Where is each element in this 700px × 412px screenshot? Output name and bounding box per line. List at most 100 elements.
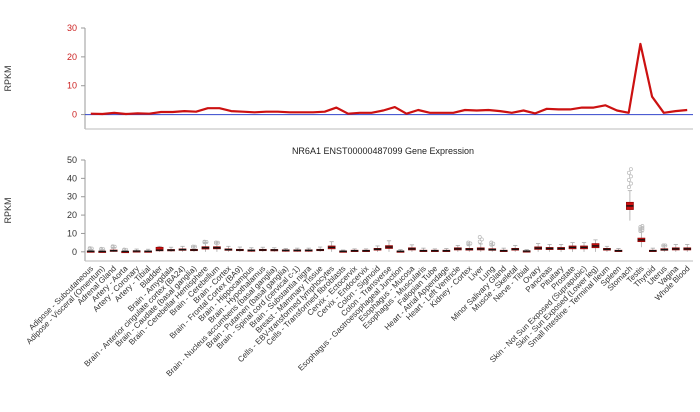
- box-plot-item: [511, 244, 520, 252]
- box-plot-item: [637, 224, 646, 248]
- box-plot-item: [144, 248, 152, 253]
- box-plot-item: [86, 246, 95, 253]
- box-outlier-point: [640, 228, 645, 232]
- box-plot-item: [132, 248, 141, 253]
- box-plot-item: [339, 249, 347, 253]
- box-outlier-point: [628, 174, 633, 179]
- box-plot-item: [603, 245, 611, 252]
- box-outlier-point: [204, 240, 209, 244]
- top-line-chart: RPKM 0 10 20 30: [3, 23, 693, 130]
- chart-title: NR6A1 ENST00000487099 Gene Expression: [292, 146, 474, 156]
- box-plot-item: [247, 247, 256, 252]
- box-outlier-point: [640, 226, 645, 231]
- bottom-y-tick-label: 40: [67, 173, 77, 183]
- box-plot-item: [350, 248, 359, 252]
- box-outlier-point: [638, 227, 643, 231]
- bottom-y-tick-label: 50: [67, 155, 77, 165]
- box-plot-item: [190, 244, 198, 252]
- box-plot-item: [362, 248, 370, 252]
- box-plot-item: [660, 243, 669, 252]
- box-plot-item: [683, 244, 692, 252]
- top-y-tick-label: 10: [67, 81, 77, 91]
- box-outlier-point: [466, 240, 471, 245]
- box-outlier-point: [626, 170, 631, 175]
- box-plot-item: [316, 246, 325, 252]
- box-outlier-point: [628, 167, 633, 172]
- box-plot-item: [534, 243, 542, 252]
- box-plot-item: [167, 246, 175, 252]
- box-outlier-point: [628, 181, 633, 186]
- box-plot-item: [327, 241, 336, 252]
- bottom-box-chart: NR6A1 ENST00000487099 Gene Expression RP…: [3, 146, 693, 378]
- box-plot-item: [557, 244, 565, 252]
- box-plot-item: [591, 239, 600, 252]
- box-outlier-point: [489, 240, 494, 245]
- box-plot-item: [304, 247, 313, 252]
- box-plot-item: [224, 245, 233, 252]
- box-plot-item: [178, 245, 187, 252]
- box-plot-item: [648, 247, 657, 252]
- box-outlier-point: [468, 241, 473, 246]
- box-outlier-point: [466, 242, 471, 247]
- box-plot-item: [671, 244, 680, 252]
- box-outlier-point: [638, 229, 643, 233]
- box-plot-item: [453, 244, 462, 252]
- box-outlier-point: [99, 246, 104, 251]
- top-y-ticks: 0 10 20 30: [67, 23, 85, 120]
- box-iqr: [155, 246, 164, 252]
- bottom-y-tick-label: 20: [67, 210, 77, 220]
- box-plot-item: [580, 242, 588, 252]
- box-plot-item: [201, 239, 210, 252]
- box-plot-item: [522, 249, 531, 253]
- box-outlier-point: [191, 244, 195, 249]
- box-outlier-point: [477, 235, 482, 240]
- box-plot-item: [109, 244, 118, 252]
- box-plot-item: [465, 240, 474, 252]
- box-outlier-point: [202, 239, 207, 244]
- box-plot-item: [545, 244, 554, 252]
- box-plot-item: [626, 167, 634, 221]
- box-plot-item: [419, 247, 428, 252]
- box-outlier-point: [89, 246, 94, 251]
- top-series-group: [90, 42, 688, 116]
- box-outlier-point: [661, 243, 666, 248]
- box-plot-item: [476, 235, 485, 252]
- box-plot-item: [373, 245, 382, 252]
- box-outlier-point: [638, 225, 643, 230]
- box-plot-item: [499, 247, 508, 252]
- box-plot-item: [258, 246, 267, 252]
- box-plot-item: [614, 248, 623, 252]
- top-y-tick-label: 30: [67, 23, 77, 33]
- box-outlier-point: [87, 246, 92, 251]
- box-outlier-point: [110, 244, 115, 249]
- bottom-y-ticks: 0 10 20 30 40 50: [67, 155, 85, 257]
- box-plot-item: [270, 247, 279, 252]
- box-outlier-point: [112, 244, 117, 249]
- box-outlier-point: [489, 242, 494, 247]
- box-outlier-point: [213, 240, 218, 245]
- box-plot-item: [213, 240, 221, 252]
- box-outlier-point: [626, 185, 631, 190]
- bottom-y-axis-label: RPKM: [3, 197, 13, 223]
- bottom-y-tick-label: 10: [67, 228, 77, 238]
- box-plot-item: [408, 244, 416, 252]
- box-plot-item: [236, 246, 244, 252]
- box-plot-item: [121, 247, 130, 254]
- box-plot-item: [385, 240, 393, 252]
- box-plot-item: [155, 245, 164, 252]
- box-outlier-point: [193, 244, 197, 249]
- box-plot-item: [281, 248, 290, 252]
- bottom-y-tick-label: 0: [72, 247, 77, 257]
- top-y-tick-label: 0: [72, 110, 77, 120]
- box-plot-item: [396, 249, 405, 253]
- bottom-y-tick-label: 30: [67, 192, 77, 202]
- box-outlier-point: [491, 241, 496, 246]
- box-plot-item: [431, 248, 439, 252]
- top-y-tick-label: 20: [67, 52, 77, 62]
- box-plot-item: [98, 246, 107, 253]
- box-outlier-point: [626, 177, 631, 182]
- box-outlier-point: [663, 243, 668, 248]
